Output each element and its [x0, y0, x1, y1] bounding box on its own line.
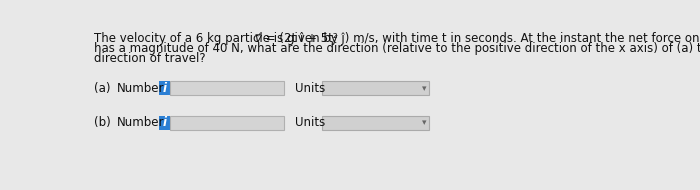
- Text: The velocity of a 6 kg particle is given by: The velocity of a 6 kg particle is given…: [94, 32, 342, 45]
- Text: direction of travel?: direction of travel?: [94, 52, 205, 65]
- Text: Number: Number: [117, 82, 164, 95]
- Text: (a): (a): [94, 82, 110, 95]
- Text: ▾: ▾: [421, 118, 426, 127]
- Text: (b): (b): [94, 116, 111, 129]
- Text: i: i: [162, 116, 166, 129]
- Text: Number: Number: [117, 116, 164, 129]
- Bar: [169, 81, 284, 95]
- Text: i: i: [162, 82, 166, 95]
- Bar: [159, 116, 169, 130]
- Bar: [169, 116, 284, 130]
- Bar: [159, 81, 169, 95]
- Text: Units: Units: [295, 82, 326, 95]
- Text: ▾: ▾: [421, 84, 426, 93]
- Text: Units: Units: [295, 116, 326, 129]
- Bar: [321, 81, 428, 95]
- Text: = (2t î + 5t² ĵ) m/s, with time t in seconds. At the instant the net force on th: = (2t î + 5t² ĵ) m/s, with time t in sec…: [262, 32, 700, 45]
- Bar: [321, 116, 428, 130]
- Text: has a magnitude of 40 N, what are the direction (relative to the positive direct: has a magnitude of 40 N, what are the di…: [94, 42, 700, 55]
- Text: v⃗: v⃗: [255, 32, 262, 45]
